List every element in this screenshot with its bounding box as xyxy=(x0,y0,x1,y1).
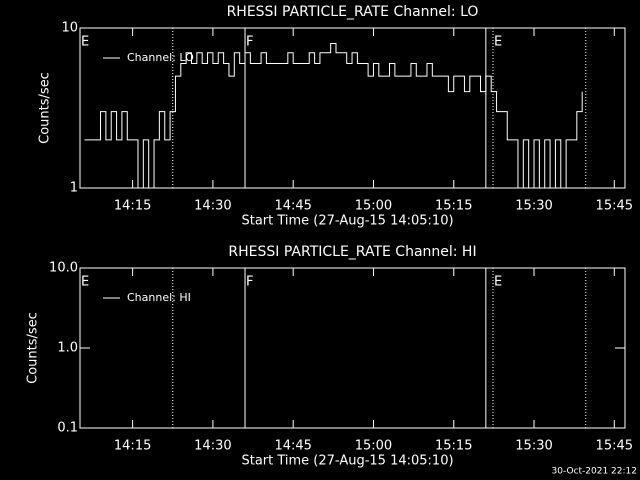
x-axis-label: Start Time (27-Aug-15 14:05:10) xyxy=(241,454,453,469)
x-tick-label: 15:00 xyxy=(355,199,392,214)
chart-title: RHESSI PARTICLE_RATE Channel: HI xyxy=(228,244,476,260)
x-tick-label: 15:45 xyxy=(596,439,633,454)
chart-title: RHESSI PARTICLE_RATE Channel: LO xyxy=(227,4,479,20)
x-tick-label: 15:45 xyxy=(596,199,633,214)
x-tick-label: 14:30 xyxy=(194,199,231,214)
annotation: E xyxy=(494,35,502,50)
series-line xyxy=(84,43,583,189)
x-tick-label: 14:45 xyxy=(274,199,311,214)
x-tick-label: 14:30 xyxy=(194,439,231,454)
y-tick-label: 0.1 xyxy=(57,421,78,436)
annotation: E xyxy=(494,275,502,290)
x-tick-label: 15:15 xyxy=(435,439,472,454)
x-axis-label: Start Time (27-Aug-15 14:05:10) xyxy=(241,214,453,229)
plot-frame xyxy=(79,27,626,189)
x-tick-label: 15:00 xyxy=(355,439,392,454)
y-axis-label: Counts/sec xyxy=(26,312,41,384)
x-tick-label: 15:15 xyxy=(435,199,472,214)
annotation: E xyxy=(81,35,89,50)
annotation: F xyxy=(246,275,253,290)
y-tick-label: 10 xyxy=(61,21,78,36)
y-axis-label: Counts/sec xyxy=(38,72,53,144)
x-tick-label: 14:15 xyxy=(114,199,151,214)
annotation: F xyxy=(246,35,253,50)
legend-label: Channel: LO xyxy=(127,51,194,64)
x-tick-label: 15:30 xyxy=(515,199,552,214)
y-tick-label: 10.0 xyxy=(49,261,78,276)
x-tick-label: 14:45 xyxy=(274,439,311,454)
footer: 30-Oct-2021 22:12 xyxy=(552,467,637,477)
x-tick-label: 15:30 xyxy=(515,439,552,454)
legend-label: Channel: HI xyxy=(127,291,191,304)
y-tick-label: 1 xyxy=(70,181,78,196)
annotation: E xyxy=(81,275,89,290)
x-tick-label: 14:15 xyxy=(114,439,151,454)
y-tick-label: 1.0 xyxy=(57,341,78,356)
